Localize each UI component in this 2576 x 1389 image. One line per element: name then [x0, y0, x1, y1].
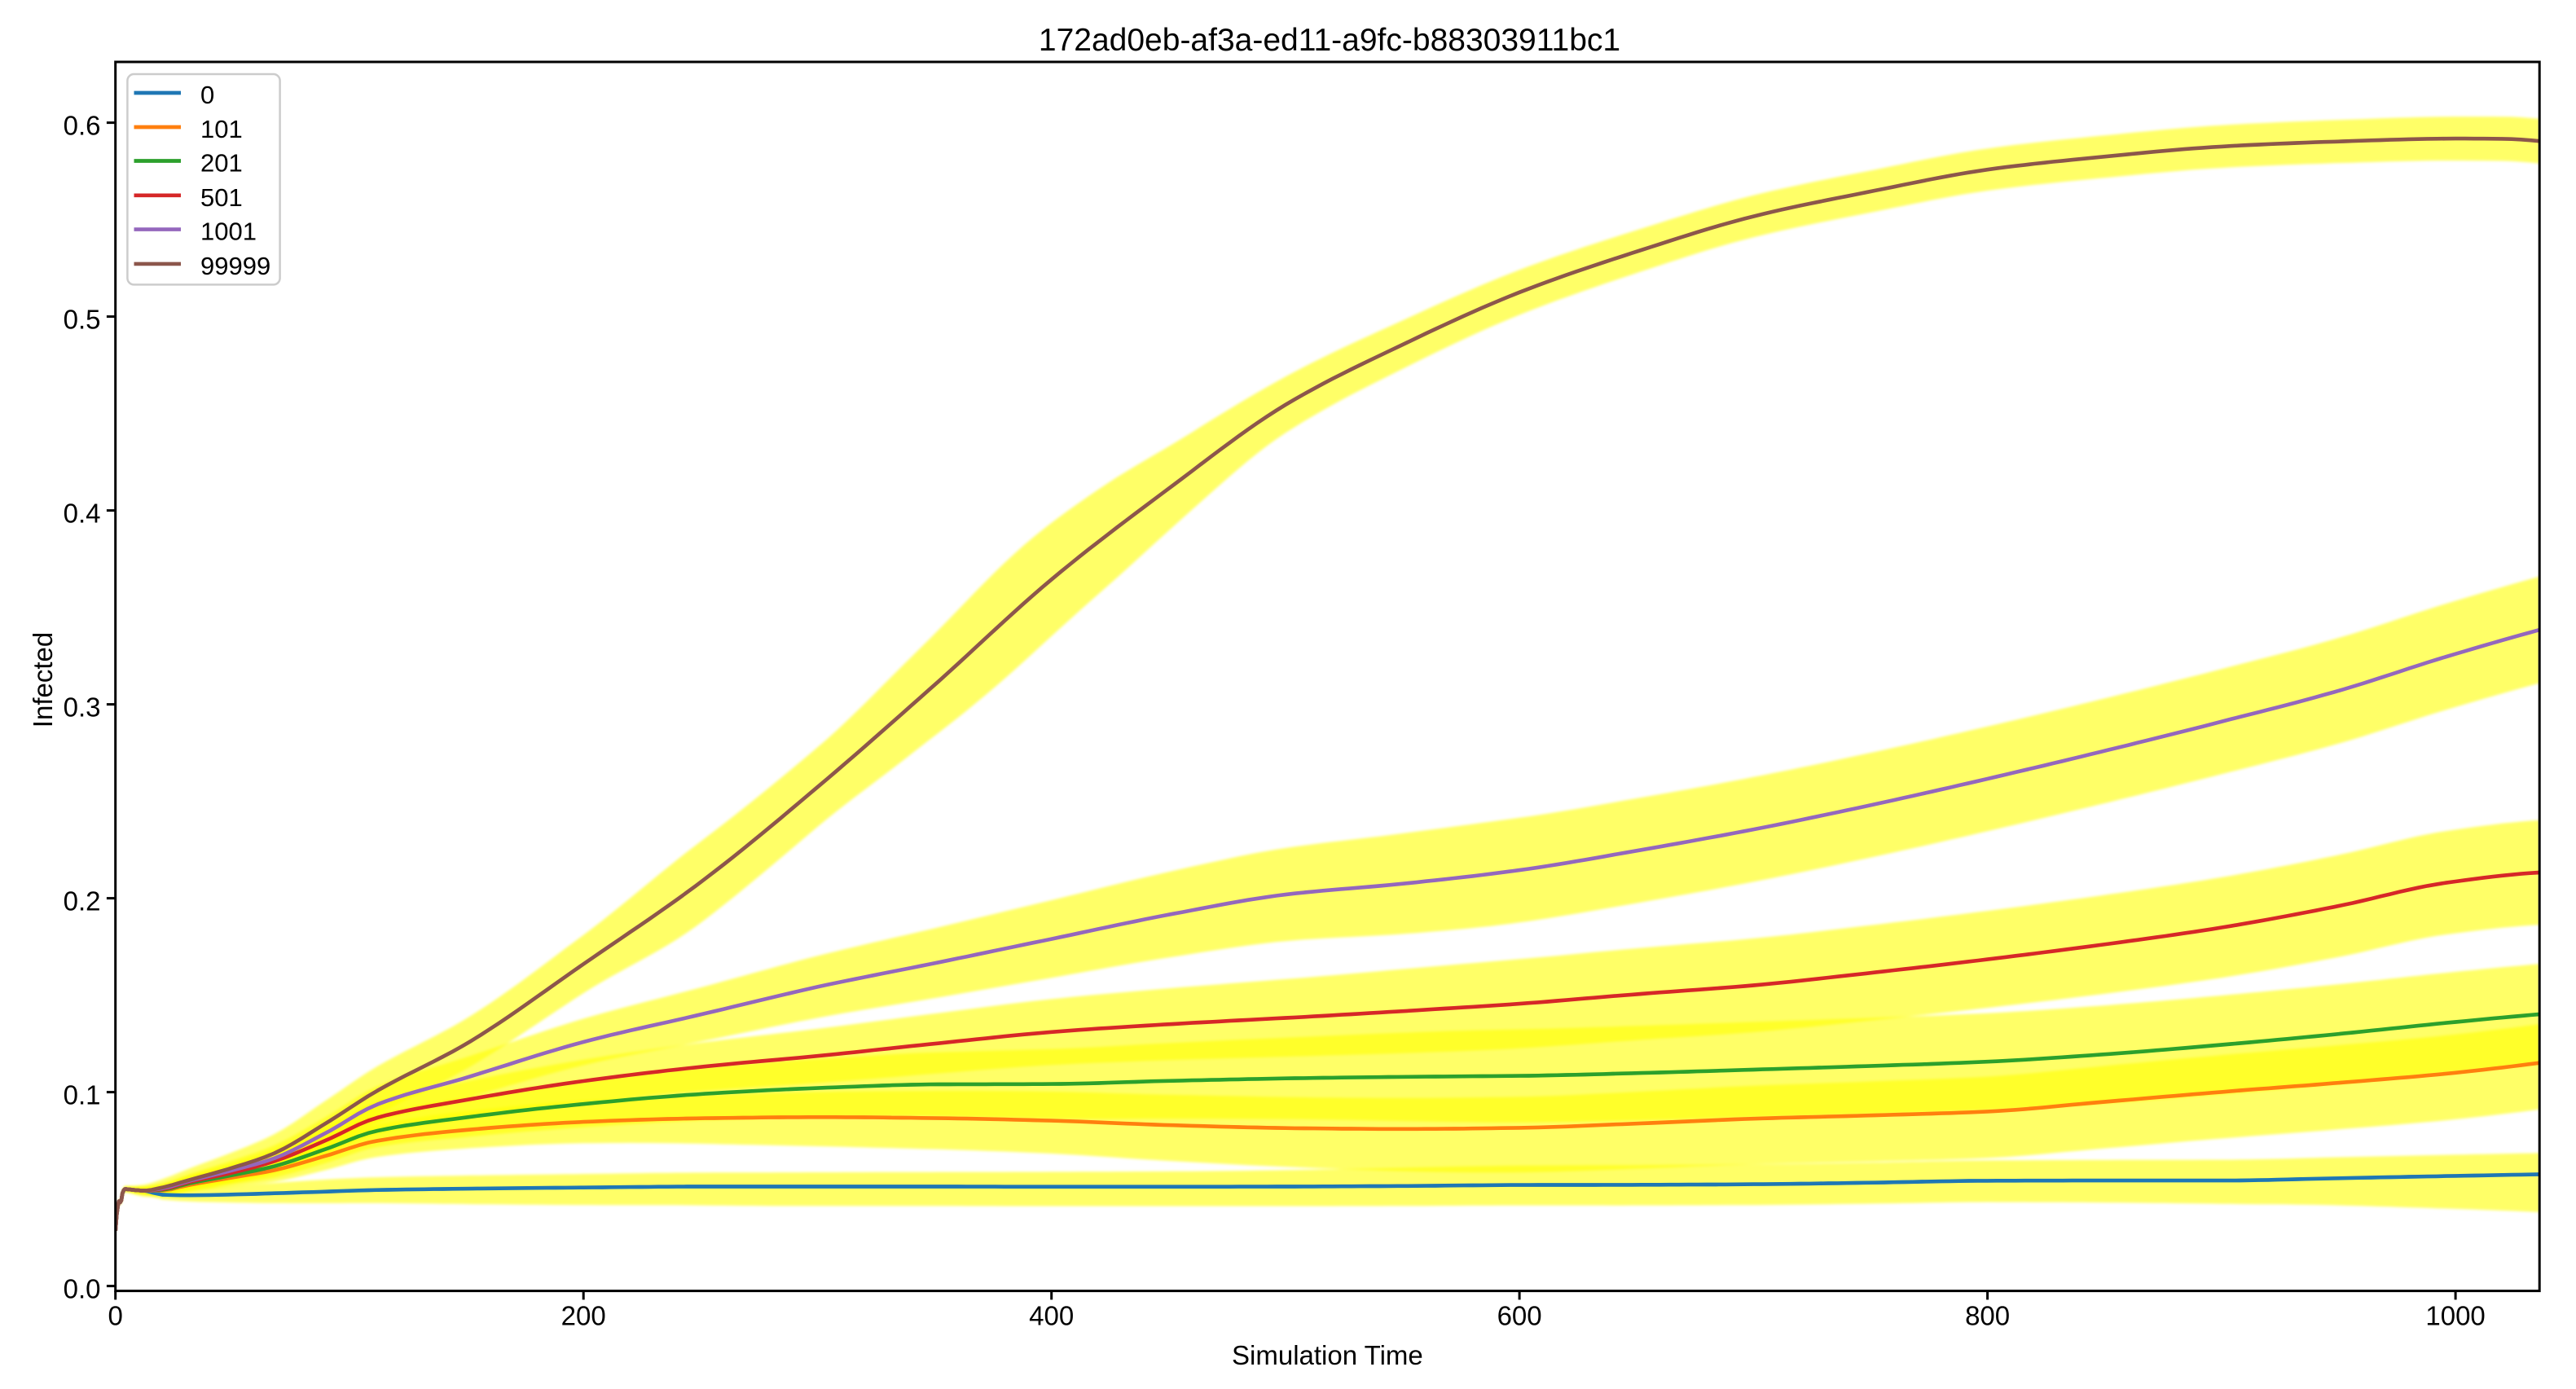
- svg-text:0.2: 0.2: [64, 886, 101, 916]
- svg-text:501: 501: [200, 183, 243, 212]
- svg-text:0.5: 0.5: [64, 304, 101, 334]
- svg-text:0.0: 0.0: [64, 1273, 101, 1303]
- svg-text:0.3: 0.3: [64, 692, 101, 722]
- svg-text:201: 201: [200, 149, 243, 178]
- svg-text:200: 200: [561, 1301, 606, 1331]
- svg-text:1001: 1001: [200, 218, 257, 246]
- svg-text:99999: 99999: [200, 252, 270, 280]
- svg-text:101: 101: [200, 115, 243, 143]
- svg-text:0.4: 0.4: [64, 498, 101, 528]
- svg-text:0.6: 0.6: [64, 110, 101, 140]
- svg-text:600: 600: [1497, 1301, 1542, 1331]
- svg-text:0: 0: [108, 1301, 123, 1331]
- svg-text:172ad0eb-af3a-ed11-a9fc-b88303: 172ad0eb-af3a-ed11-a9fc-b88303911bc1: [1039, 23, 1620, 58]
- svg-text:800: 800: [1965, 1301, 2010, 1331]
- svg-text:1000: 1000: [2425, 1301, 2485, 1331]
- svg-text:0.1: 0.1: [64, 1079, 101, 1110]
- svg-text:400: 400: [1029, 1301, 1074, 1331]
- svg-text:0: 0: [200, 81, 214, 109]
- svg-text:Simulation Time: Simulation Time: [1232, 1340, 1423, 1370]
- svg-text:Infected: Infected: [28, 632, 58, 727]
